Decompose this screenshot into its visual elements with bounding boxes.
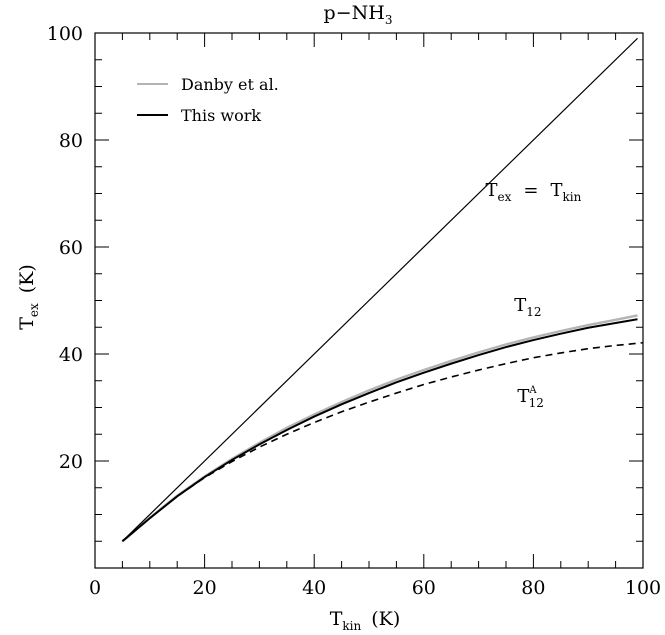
annotation-t12: T12 [514,295,541,319]
y-axis-title-main: T [16,317,38,330]
annotation-tex-main: T [485,180,497,201]
series-line-thin [121,37,638,542]
series-lines [121,37,644,543]
axis-ticks [94,32,644,569]
tick-labels: 0 20 40 60 80 100 20 40 60 80 100 [47,23,661,599]
chart-title-main: p−NH [324,2,385,24]
annotation-tex-sub: ex [497,190,511,204]
x-axis-title-main: T [330,608,343,630]
x-axis-title-sub: kin [342,619,361,633]
y-tick-label: 80 [59,130,83,152]
chart-title-sub: 3 [385,13,393,27]
annotation-t12a-sub: 12 [529,396,544,410]
annotation-equals: = [523,180,538,201]
y-axis-title-sub: ex [27,303,41,317]
annotation-t12a-sup: A [528,385,537,396]
y-tick-label: 60 [59,237,83,259]
series-line-solid [121,314,638,543]
x-tick-label: 40 [302,577,326,599]
series-line-dashed [121,341,644,542]
annotation-t12-sub: 12 [526,305,541,319]
x-tick-label: 20 [193,577,217,599]
x-tick-label: 60 [412,577,436,599]
chart-title: p−NH3 [324,2,393,27]
y-axis-title-unit: (K) [16,264,38,293]
x-tick-label: 0 [89,577,101,599]
y-axis-title: Tex (K) [16,264,41,330]
legend-label-this-work: This work [181,106,261,125]
annotation-tkin-sub: kin [562,190,581,204]
annotation-tkin-main: T [550,180,562,201]
y-tick-label: 40 [59,344,83,366]
annotation-t12-main: T [514,295,526,316]
annotations: Tex = Tkin T12 TA 12 [485,180,581,410]
x-tick-label: 100 [625,577,661,599]
x-axis-title-unit: (K) [371,608,400,630]
annotation-tex-equals-tkin: Tex = Tkin [485,180,581,204]
annotation-t12a-main: T [517,386,529,407]
legend-label-danby: Danby et al. [181,75,279,94]
annotation-t12a: TA 12 [517,385,544,410]
y-tick-label: 100 [47,23,83,45]
y-tick-label: 20 [59,451,83,473]
x-axis-title: Tkin (K) [330,608,401,633]
legend: Danby et al. This work [137,75,279,125]
x-tick-label: 80 [521,577,545,599]
